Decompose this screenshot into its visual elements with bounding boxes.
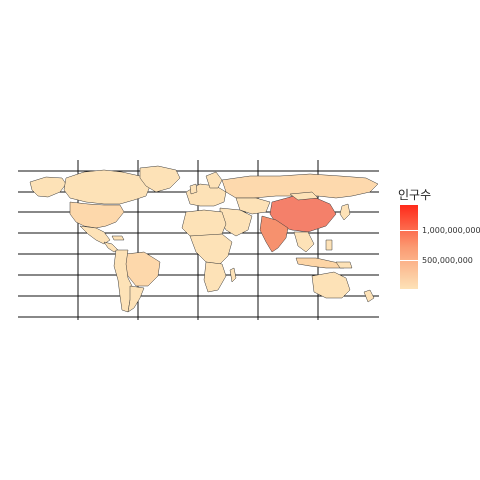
country-uk [189,183,198,195]
country-southern-africa [203,261,227,293]
countries [29,165,379,313]
legend-label-high: 1,000,000,000 [422,226,480,235]
legend-color-bar [400,205,418,289]
country-united-states [69,201,125,229]
legend-tick [400,230,418,231]
country-japan [339,203,351,221]
legend-tick [400,260,418,261]
country-scandinavia [205,171,223,189]
country-mexico [79,225,111,245]
country-central-africa [189,233,233,265]
country-india [259,215,289,253]
legend-label-mid: 500,000,000 [422,256,473,265]
country-north-africa [181,209,227,237]
country-alaska [29,176,67,198]
country-greenland [139,165,181,193]
country-papua [335,261,353,269]
country-southeast-asia [293,231,315,253]
country-madagascar [229,267,237,283]
country-canada [63,169,151,205]
country-argentina [127,285,145,313]
country-philippines [325,239,333,251]
country-australia [311,271,351,299]
legend-title: 인구수 [398,188,432,202]
country-caribbean [111,235,125,241]
country-mongolia [289,191,319,201]
country-new-zealand [363,289,375,303]
